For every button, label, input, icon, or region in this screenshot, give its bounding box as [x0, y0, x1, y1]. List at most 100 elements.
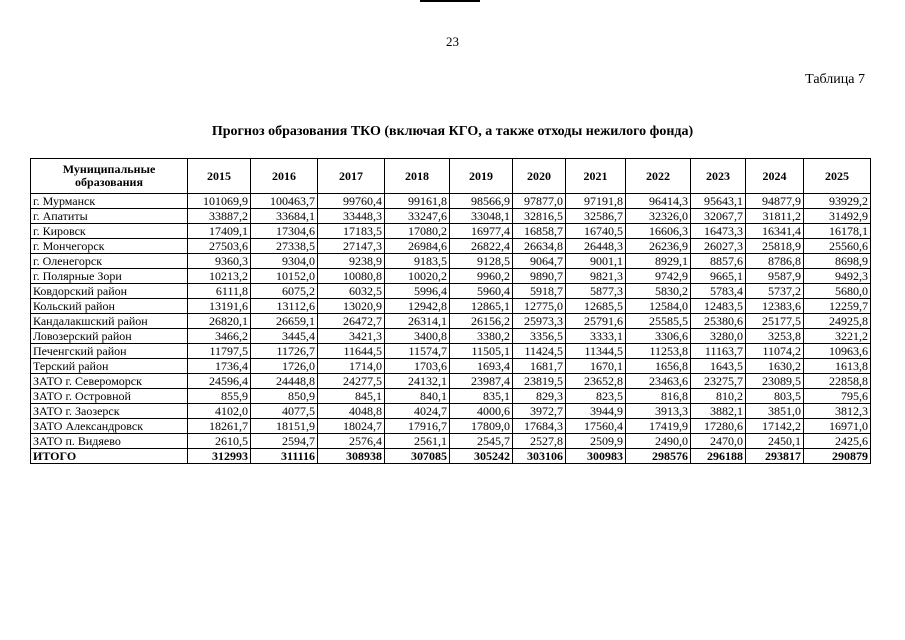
value-cell: 312993 — [187, 448, 251, 464]
value-cell: 33048,1 — [449, 208, 513, 224]
value-cell: 4048,8 — [317, 403, 385, 419]
value-cell: 11574,7 — [384, 343, 450, 359]
value-cell: 13191,6 — [187, 298, 251, 314]
value-cell: 1726,0 — [250, 358, 318, 374]
value-cell: 308938 — [317, 448, 385, 464]
value-cell: 26236,9 — [625, 238, 691, 254]
value-cell: 17280,6 — [690, 418, 746, 434]
value-cell: 1736,4 — [187, 358, 251, 374]
value-cell: 8929,1 — [625, 253, 691, 269]
value-cell: 1681,7 — [512, 358, 566, 374]
value-cell: 33448,3 — [317, 208, 385, 224]
municipality-cell: ЗАТО п. Видяево — [30, 433, 188, 449]
value-cell: 6032,5 — [317, 283, 385, 299]
value-cell: 22858,8 — [803, 373, 871, 389]
value-cell: 26820,1 — [187, 313, 251, 329]
value-cell: 300983 — [565, 448, 626, 464]
municipality-cell: г. Мончегорск — [30, 238, 188, 254]
value-cell: 26984,6 — [384, 238, 450, 254]
value-cell: 5996,4 — [384, 283, 450, 299]
value-cell: 18261,7 — [187, 418, 251, 434]
value-cell: 11505,1 — [449, 343, 513, 359]
value-cell: 4102,0 — [187, 403, 251, 419]
municipality-cell: Ловозерский район — [30, 328, 188, 344]
value-cell: 829,3 — [512, 388, 566, 404]
municipality-cell: г. Оленегорск — [30, 253, 188, 269]
table-row: Кандалакшский район 26820,1 26659,1 26472,7… — [30, 313, 871, 329]
value-cell: 8698,9 — [803, 253, 871, 269]
municipality-cell: ЗАТО г. Островной — [30, 388, 188, 404]
value-cell: 298576 — [625, 448, 691, 464]
value-cell: 2545,7 — [449, 433, 513, 449]
value-cell: 11726,7 — [250, 343, 318, 359]
value-cell: 10020,2 — [384, 268, 450, 284]
municipality-cell: Ковдорский район — [30, 283, 188, 299]
value-cell: 3445,4 — [250, 328, 318, 344]
page-number: 23 — [446, 34, 459, 49]
table-row: г. Оленегорск 9360,3 9304,0 9238,9 9183,5 912… — [30, 253, 871, 269]
value-cell: 93929,2 — [803, 193, 871, 209]
value-cell: 4077,5 — [250, 403, 318, 419]
value-cell: 17080,2 — [384, 223, 450, 239]
value-cell: 1714,0 — [317, 358, 385, 374]
value-cell: 1693,4 — [449, 358, 513, 374]
value-cell: 16858,7 — [512, 223, 566, 239]
value-cell: 9587,9 — [745, 268, 804, 284]
value-cell: 13020,9 — [317, 298, 385, 314]
value-cell: 2594,7 — [250, 433, 318, 449]
value-cell: 4000,6 — [449, 403, 513, 419]
table-row: Кольский район 13191,6 13112,6 13020,9 12942… — [30, 298, 871, 314]
value-cell: 17684,3 — [512, 418, 566, 434]
value-cell: 33887,2 — [187, 208, 251, 224]
value-cell: 12942,8 — [384, 298, 450, 314]
value-cell: 18024,7 — [317, 418, 385, 434]
value-cell: 3882,1 — [690, 403, 746, 419]
value-cell: 9665,1 — [690, 268, 746, 284]
table-row: Ловозерский район 3466,2 3445,4 3421,3 3400,… — [30, 328, 871, 344]
value-cell: 16606,3 — [625, 223, 691, 239]
value-cell: 3913,3 — [625, 403, 691, 419]
value-cell: 5783,4 — [690, 283, 746, 299]
value-cell: 101069,9 — [187, 193, 251, 209]
value-cell: 26659,1 — [250, 313, 318, 329]
value-cell: 13112,6 — [250, 298, 318, 314]
value-cell: 2509,9 — [565, 433, 626, 449]
value-cell: 3944,9 — [565, 403, 626, 419]
value-cell: 12383,6 — [745, 298, 804, 314]
year-header: 2024 — [745, 158, 804, 194]
table-row: г. Кировск 17409,1 17304,6 17183,5 17080,2 16… — [30, 223, 871, 239]
value-cell: 32816,5 — [512, 208, 566, 224]
value-cell: 16977,4 — [449, 223, 513, 239]
value-cell: 8786,8 — [745, 253, 804, 269]
value-cell: 17560,4 — [565, 418, 626, 434]
value-cell: 25177,5 — [745, 313, 804, 329]
value-cell: 9238,9 — [317, 253, 385, 269]
year-header: 2023 — [690, 158, 746, 194]
value-cell: 26027,3 — [690, 238, 746, 254]
value-cell: 17809,0 — [449, 418, 513, 434]
year-header: 2016 — [250, 158, 318, 194]
value-cell: 5737,2 — [745, 283, 804, 299]
value-cell: 12685,5 — [565, 298, 626, 314]
value-cell: 16971,0 — [803, 418, 871, 434]
value-cell: 9064,7 — [512, 253, 566, 269]
value-cell: 25818,9 — [745, 238, 804, 254]
value-cell: 803,5 — [745, 388, 804, 404]
table-row: ИТОГО 312993 311116 308938 307085 305242 30310… — [30, 448, 871, 464]
table-row: ЗАТО г. Островной 855,9 850,9 845,1 840,1 835… — [30, 388, 871, 404]
year-header: 2025 — [803, 158, 871, 194]
value-cell: 296188 — [690, 448, 746, 464]
value-cell: 2576,4 — [317, 433, 385, 449]
value-cell: 10152,0 — [250, 268, 318, 284]
value-cell: 23089,5 — [745, 373, 804, 389]
table-row: ЗАТО г. Североморск 24596,4 24448,8 24277,5… — [30, 373, 871, 389]
value-cell: 17183,5 — [317, 223, 385, 239]
value-cell: 11644,5 — [317, 343, 385, 359]
value-cell: 24132,1 — [384, 373, 450, 389]
value-cell: 25585,5 — [625, 313, 691, 329]
value-cell: 6075,2 — [250, 283, 318, 299]
value-cell: 16178,1 — [803, 223, 871, 239]
value-cell: 32586,7 — [565, 208, 626, 224]
value-cell: 3280,0 — [690, 328, 746, 344]
